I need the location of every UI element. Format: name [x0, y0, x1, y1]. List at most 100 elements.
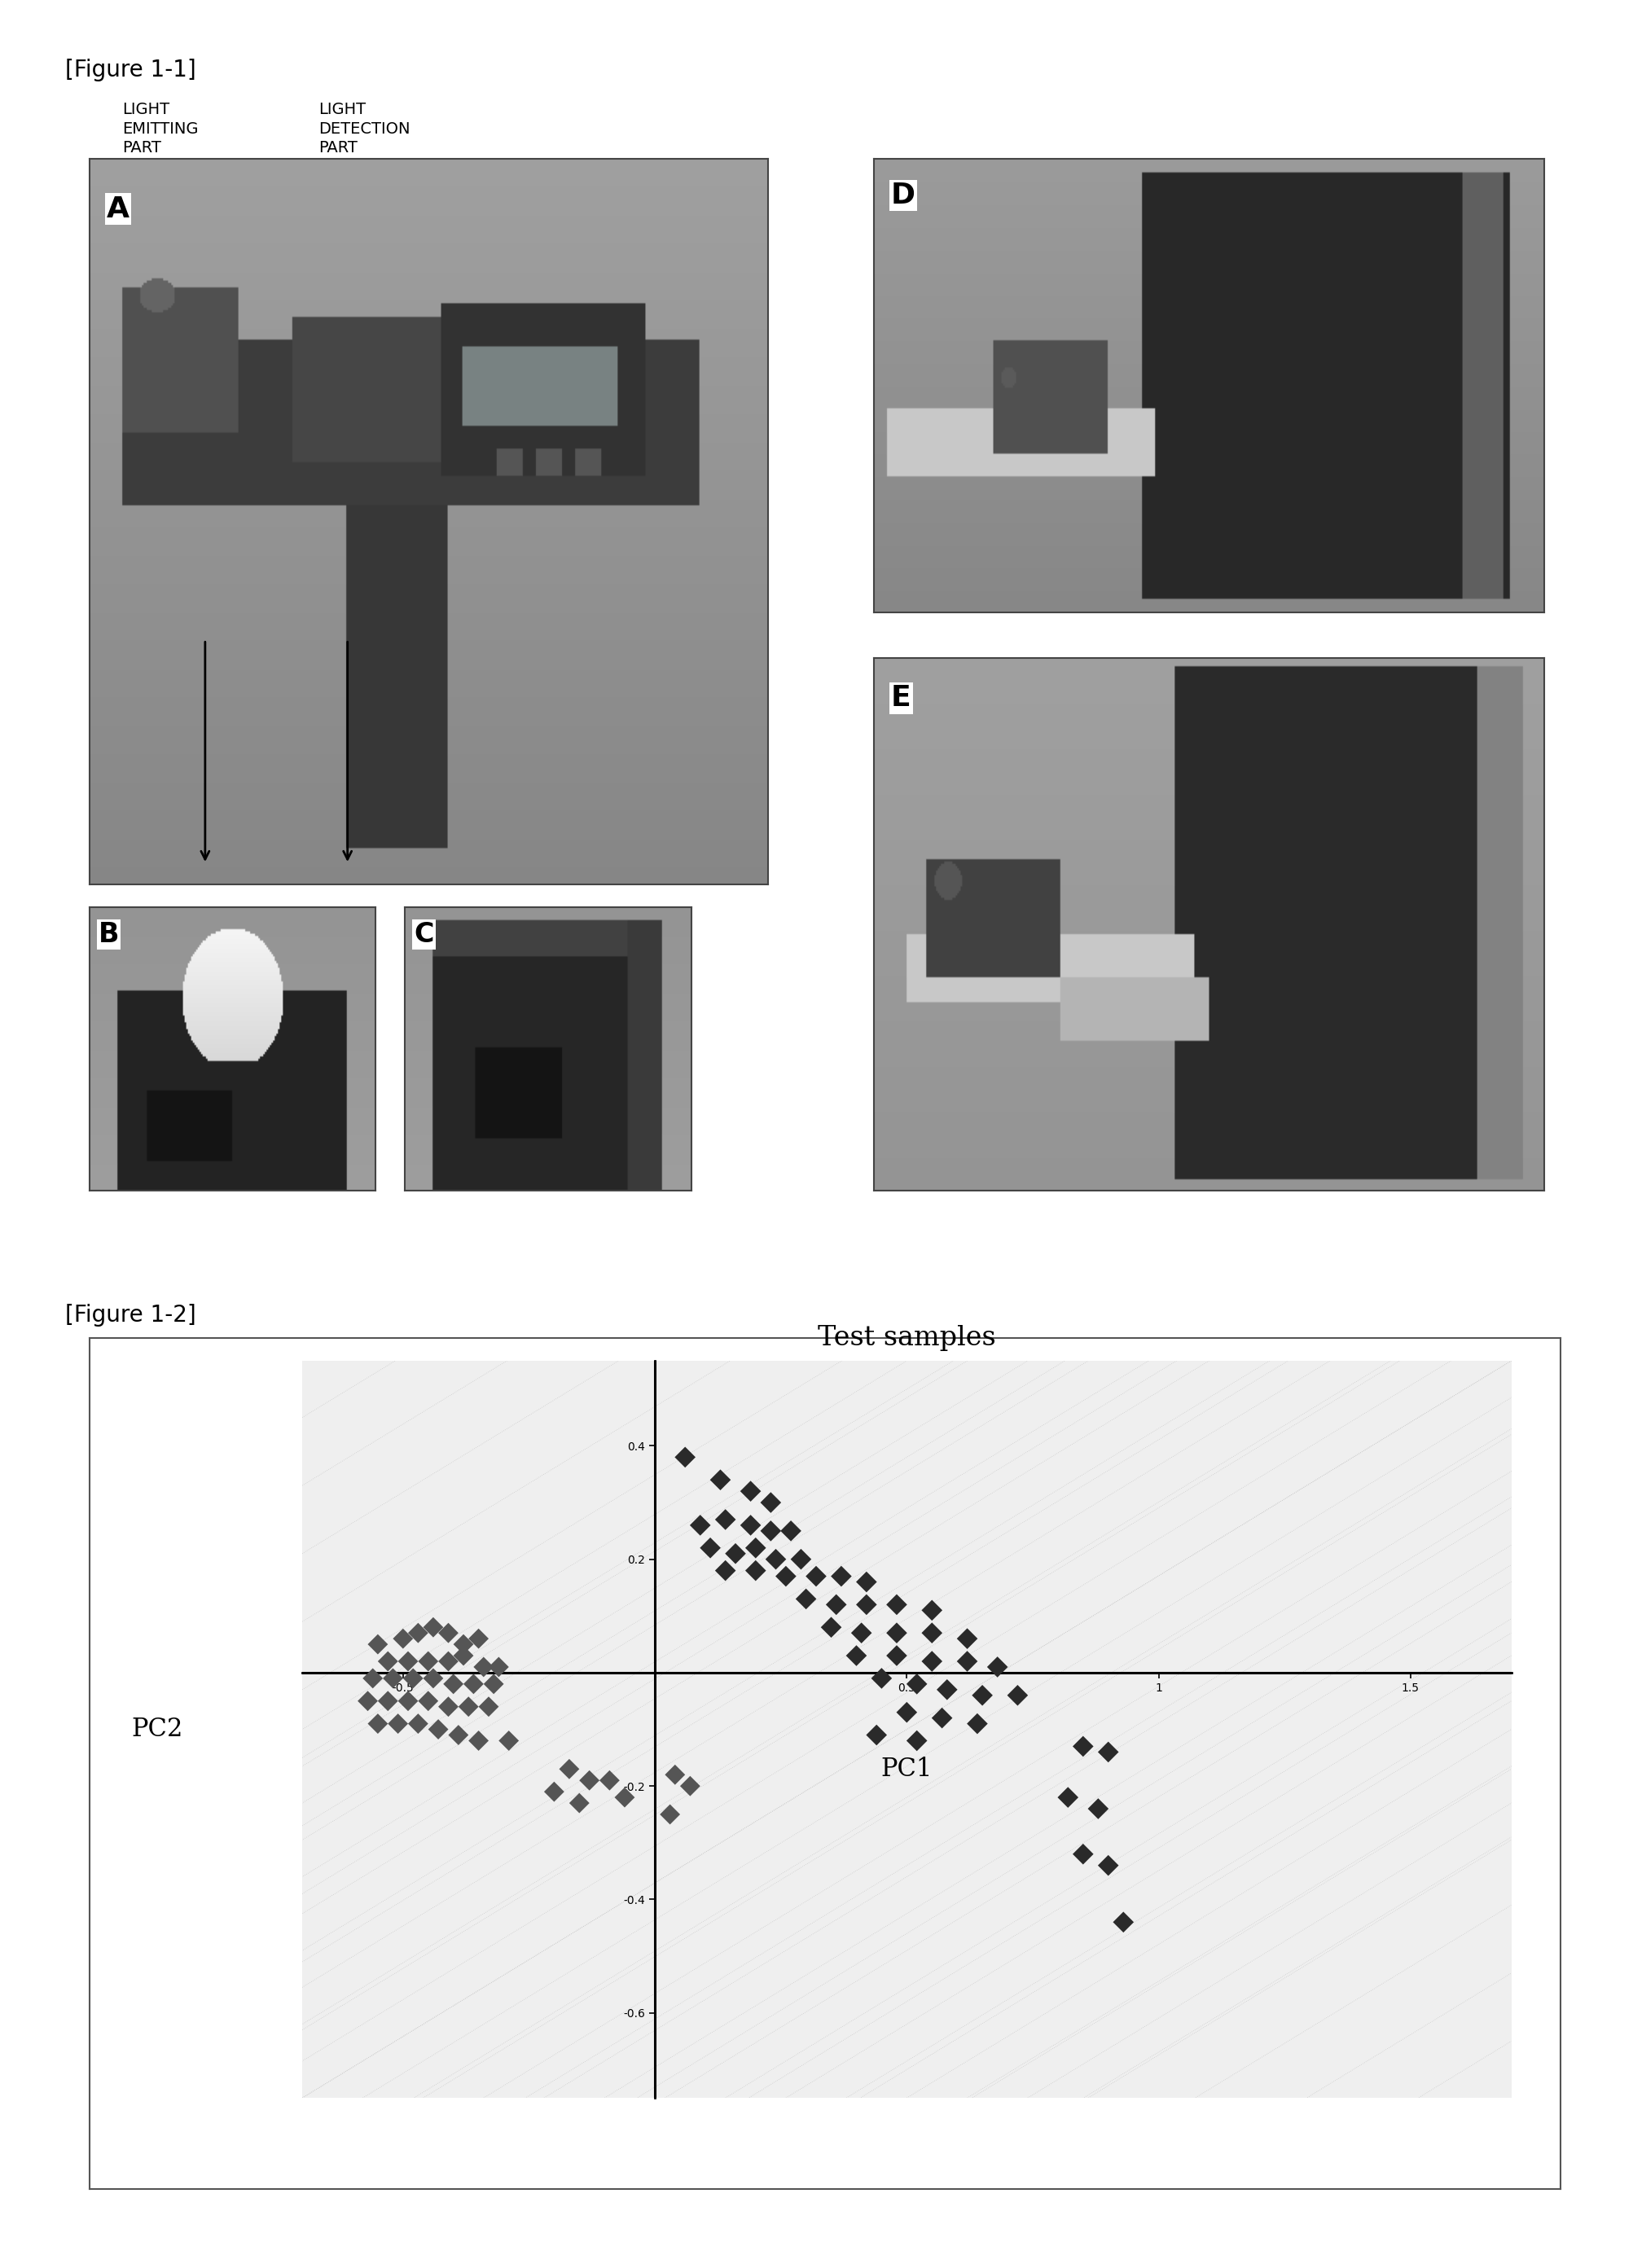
Text: LIGHT
DETECTION
PART: LIGHT DETECTION PART — [318, 102, 410, 156]
Point — [818, 1610, 844, 1647]
Point — [893, 1694, 919, 1730]
Point — [828, 1558, 854, 1594]
Text: C: C — [413, 921, 433, 948]
Point — [707, 1463, 733, 1499]
Point — [823, 1588, 849, 1624]
Point — [903, 1665, 929, 1701]
Point — [441, 1665, 467, 1701]
Point — [456, 1687, 482, 1724]
Point — [697, 1529, 723, 1565]
Point — [1094, 1846, 1120, 1882]
Point — [379, 1660, 407, 1696]
Point — [803, 1558, 830, 1594]
Point — [1094, 1733, 1120, 1769]
Point — [434, 1642, 461, 1678]
Text: B: B — [98, 921, 119, 948]
Point — [475, 1687, 501, 1724]
Point — [451, 1626, 477, 1662]
Point — [395, 1683, 421, 1719]
Point — [465, 1724, 492, 1760]
Point — [451, 1637, 477, 1674]
Point — [787, 1542, 813, 1579]
Point — [415, 1642, 441, 1678]
Point — [864, 1717, 890, 1753]
Point — [777, 1513, 803, 1549]
Point — [480, 1665, 506, 1701]
Point — [1110, 1903, 1137, 1939]
Point — [567, 1785, 593, 1821]
Point — [420, 1610, 446, 1647]
Y-axis label: PC2: PC2 — [131, 1717, 183, 1742]
Point — [405, 1615, 431, 1651]
Point — [963, 1706, 990, 1742]
Point — [461, 1665, 487, 1701]
Point — [758, 1513, 784, 1549]
Point — [1004, 1678, 1030, 1715]
Point — [446, 1717, 472, 1753]
Point — [661, 1755, 687, 1792]
Point — [918, 1615, 944, 1651]
Point — [434, 1687, 461, 1724]
Point — [772, 1558, 799, 1594]
Point — [485, 1649, 511, 1685]
Point — [954, 1642, 980, 1678]
Point — [743, 1529, 769, 1565]
Point — [470, 1649, 496, 1685]
Point — [763, 1542, 789, 1579]
Point — [968, 1678, 994, 1715]
Point — [1070, 1728, 1096, 1765]
Point — [656, 1796, 683, 1833]
Point — [918, 1642, 944, 1678]
Text: [Figure 1-1]: [Figure 1-1] — [65, 59, 196, 82]
Point — [918, 1592, 944, 1628]
X-axis label: PC1: PC1 — [880, 1755, 932, 1783]
Point — [555, 1751, 581, 1787]
Point — [883, 1588, 910, 1624]
Point — [852, 1588, 879, 1624]
Point — [390, 1619, 416, 1656]
Point — [1084, 1792, 1110, 1828]
Point — [934, 1672, 960, 1708]
Point — [712, 1551, 738, 1588]
Point — [792, 1581, 818, 1617]
Point — [869, 1660, 895, 1696]
Point — [671, 1440, 697, 1476]
Point — [883, 1637, 910, 1674]
Point — [354, 1683, 380, 1719]
Text: D: D — [890, 181, 914, 209]
Point — [983, 1649, 1009, 1685]
Point — [359, 1660, 385, 1696]
Point — [395, 1642, 421, 1678]
Text: E: E — [890, 685, 911, 712]
Point — [848, 1615, 874, 1651]
Point — [676, 1769, 702, 1805]
Text: LIGHT
EMITTING
PART: LIGHT EMITTING PART — [122, 102, 199, 156]
Point — [687, 1506, 714, 1542]
Point — [364, 1626, 390, 1662]
Point — [758, 1483, 784, 1520]
Point — [541, 1774, 567, 1810]
Point — [425, 1710, 451, 1746]
Point — [611, 1778, 637, 1814]
Point — [722, 1535, 748, 1572]
Point — [415, 1683, 441, 1719]
Point — [374, 1683, 400, 1719]
Point — [1055, 1778, 1081, 1814]
Title: Test samples: Test samples — [816, 1325, 996, 1352]
Point — [465, 1619, 492, 1656]
Point — [736, 1506, 763, 1542]
Point — [400, 1660, 426, 1696]
Point — [364, 1706, 390, 1742]
Point — [843, 1637, 869, 1674]
Text: A: A — [106, 195, 129, 222]
Point — [495, 1724, 521, 1760]
Point — [883, 1615, 910, 1651]
Point — [374, 1642, 400, 1678]
Point — [420, 1660, 446, 1696]
Point — [954, 1619, 980, 1656]
Point — [743, 1551, 769, 1588]
Point — [576, 1762, 603, 1799]
Point — [712, 1501, 738, 1538]
Point — [385, 1706, 412, 1742]
Point — [736, 1474, 763, 1510]
